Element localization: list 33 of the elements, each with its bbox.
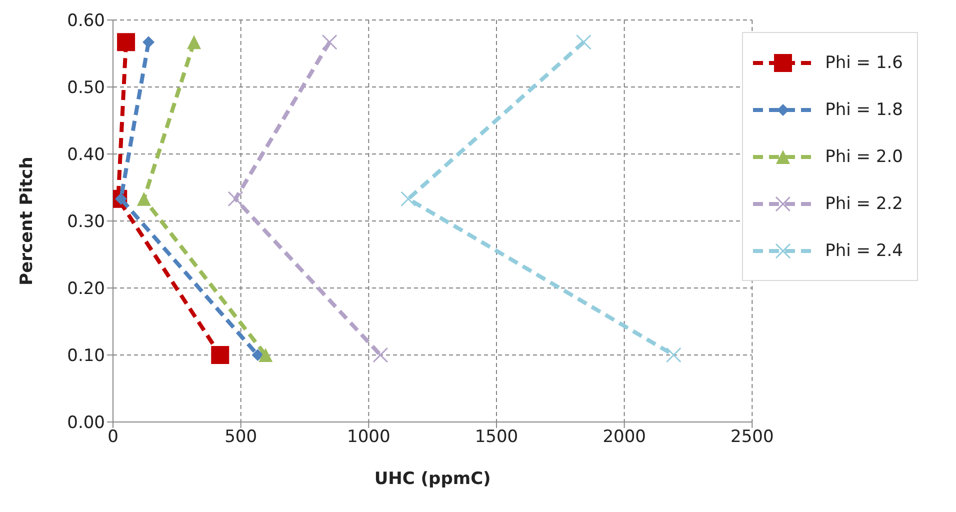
legend-label: Phi = 2.2 — [825, 194, 903, 214]
point — [258, 348, 273, 362]
point — [142, 36, 155, 48]
y-tick-label: 0.60 — [67, 11, 105, 32]
point — [666, 347, 682, 363]
point — [211, 346, 230, 364]
y-tick-label: 0.30 — [67, 212, 105, 232]
y-tick-label: 0.00 — [67, 413, 105, 434]
y-tick-label: 0.10 — [67, 346, 105, 366]
legend-label: Phi = 1.8 — [825, 100, 903, 120]
x-tick-label: 500 — [224, 427, 258, 448]
point — [136, 192, 151, 206]
y-tick-label: 0.50 — [67, 78, 105, 98]
point — [400, 191, 416, 207]
y-tick-label: 0.40 — [67, 145, 105, 166]
y-tick-label: 0.20 — [67, 279, 105, 300]
y-axis-title: Percent Pitch — [17, 156, 38, 286]
x-tick-label: 2000 — [602, 427, 646, 448]
x-tick-label: 2500 — [730, 427, 774, 448]
x-tick-label: 1000 — [347, 427, 390, 448]
point — [187, 35, 202, 50]
legend-label: Phi = 2.4 — [825, 240, 903, 260]
point — [228, 191, 244, 207]
legend-label: Phi = 2.0 — [825, 146, 903, 166]
legend-label: Phi = 1.6 — [825, 52, 903, 72]
point — [372, 347, 388, 363]
point — [117, 33, 136, 52]
point — [576, 34, 592, 50]
point — [322, 34, 338, 50]
x-tick-label: 1500 — [474, 427, 518, 448]
point — [252, 349, 264, 361]
x-axis-title: UHC (ppmC) — [374, 469, 491, 489]
x-tick-label: 0 — [108, 427, 118, 448]
